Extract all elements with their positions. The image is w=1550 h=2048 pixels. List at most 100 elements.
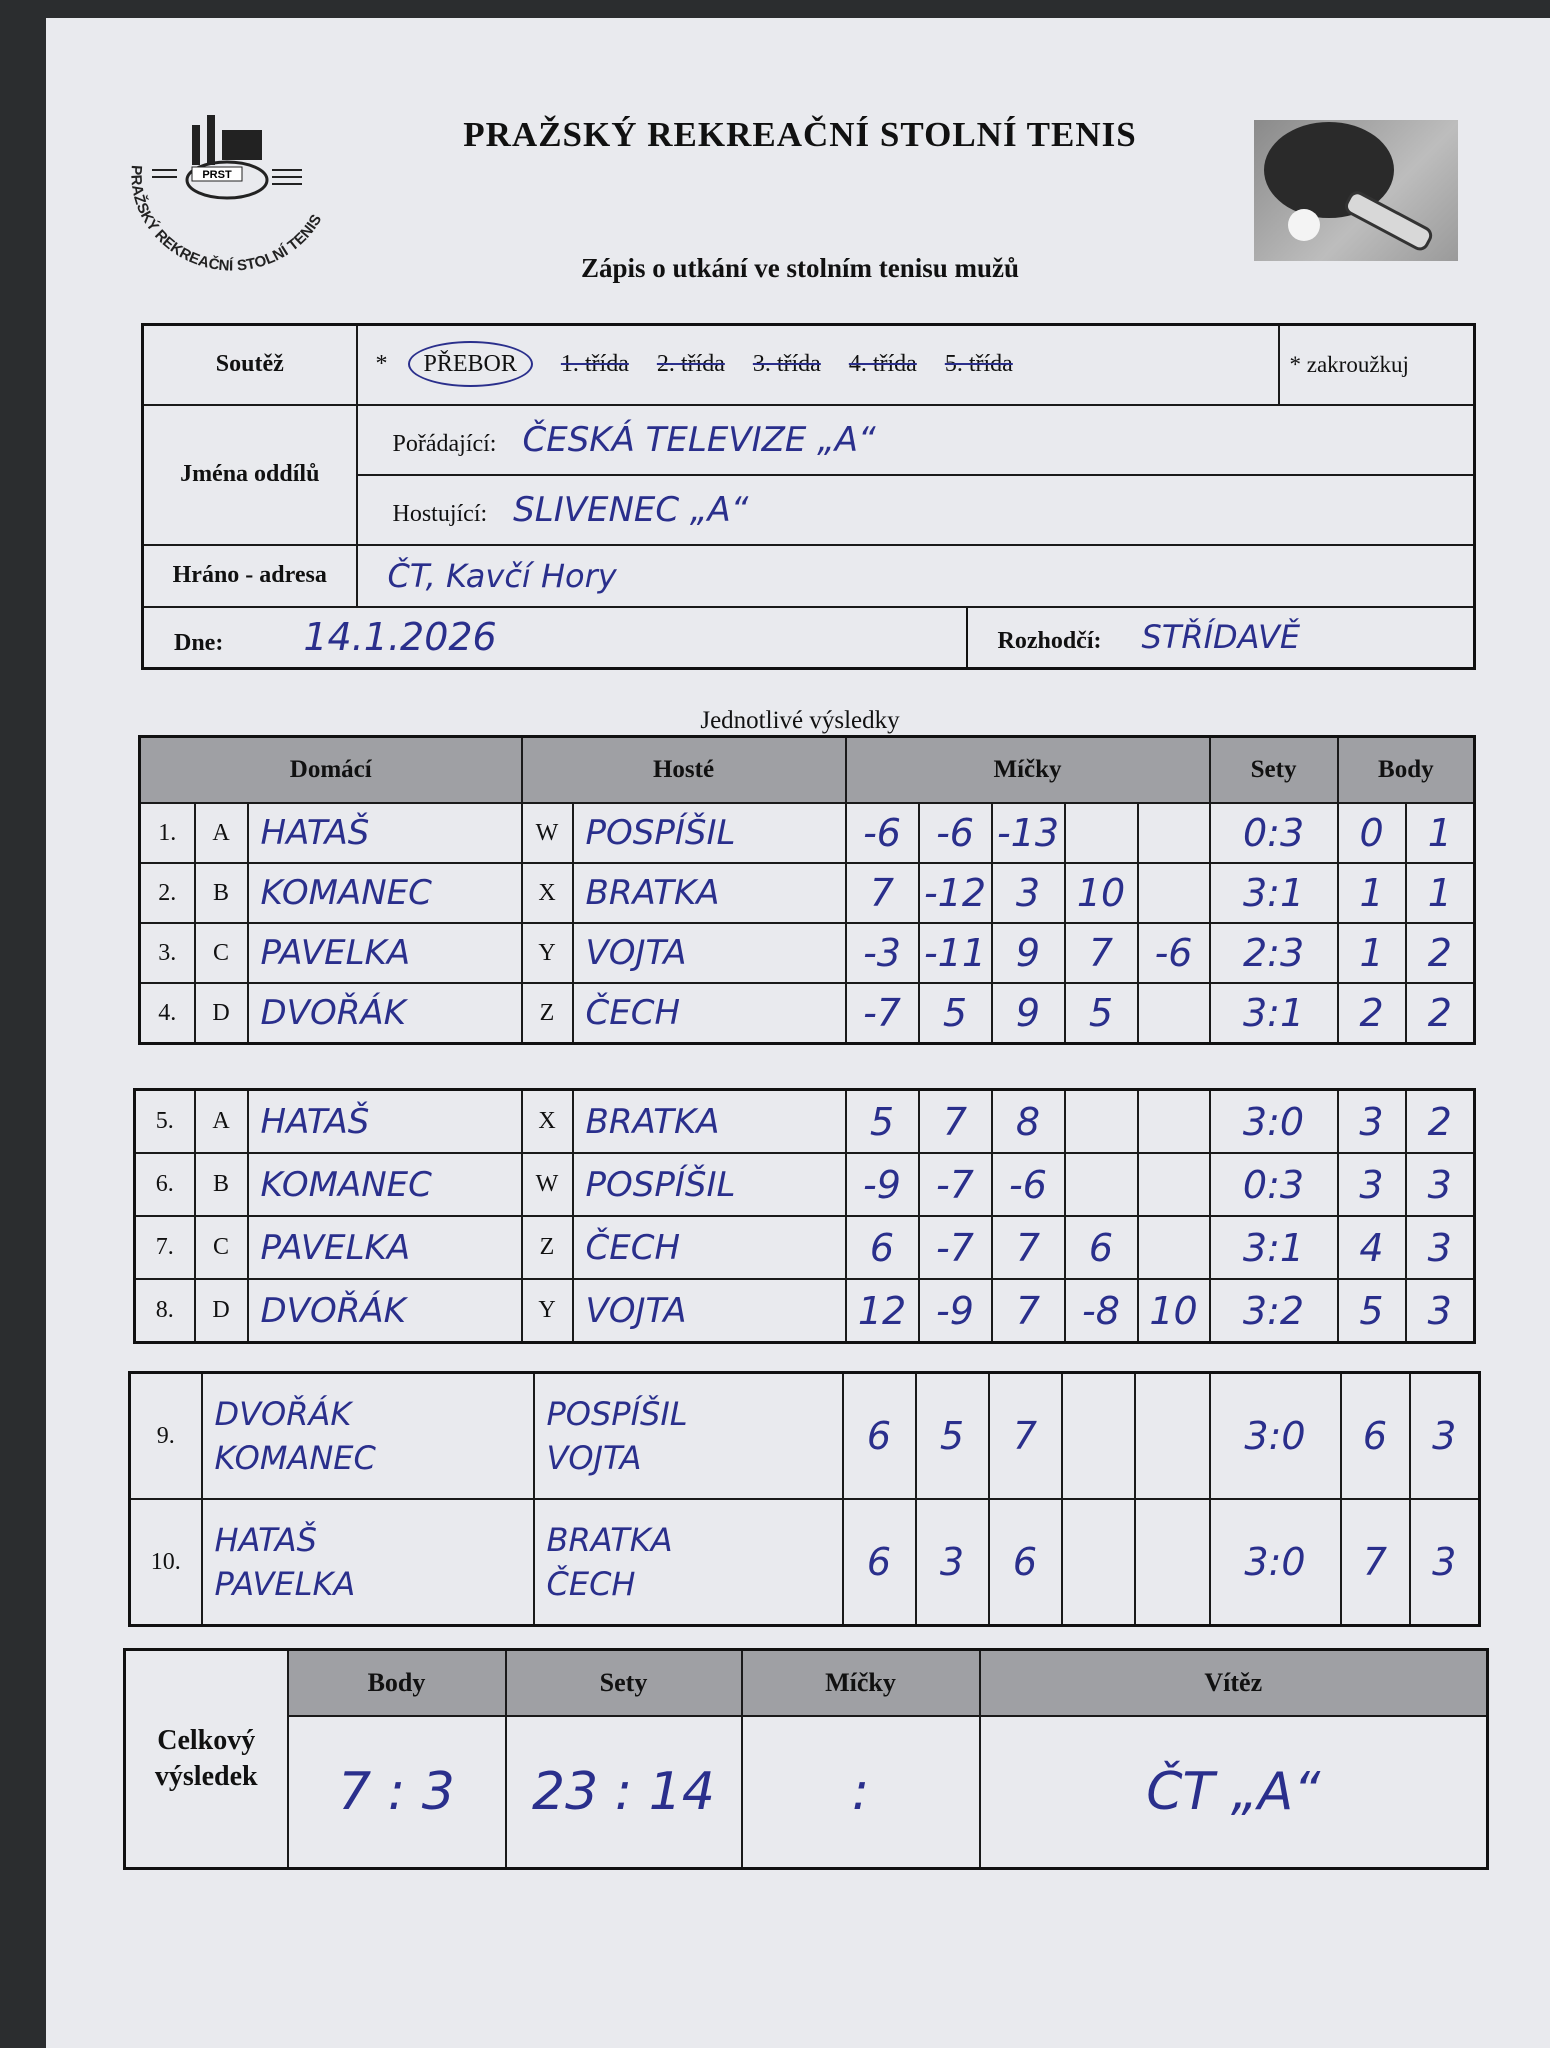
header-balls: Míčky — [844, 735, 1211, 804]
game-score — [1063, 1088, 1139, 1154]
date-label: Dne: — [174, 630, 224, 657]
sets-score: 0:3 — [1208, 1152, 1339, 1217]
game-score — [1063, 802, 1139, 864]
guest-player: BRATKA — [546, 1521, 673, 1559]
points-home: 5 — [1336, 1278, 1407, 1344]
winner-header: Vítěz — [978, 1648, 1489, 1717]
game-score: 5 — [1063, 982, 1139, 1045]
game-score: 12 — [844, 1278, 920, 1344]
game-score — [1136, 1152, 1211, 1217]
points-home: 7 — [1339, 1498, 1411, 1627]
match-row: 7. C PAVELKA Z ČECH 6 -7 7 6 3:1 4 3 — [133, 1215, 1476, 1280]
home-player: KOMANEC — [246, 1152, 523, 1217]
home-player: DVOŘÁK — [246, 982, 523, 1045]
total-label: Celkový výsledek — [123, 1648, 289, 1870]
winner: ČT „A“ — [978, 1715, 1489, 1870]
guest-player: POSPÍŠIL — [571, 802, 847, 864]
match-number: 9. — [128, 1371, 203, 1500]
game-score: -7 — [917, 1152, 993, 1217]
guest-player-letter: Z — [520, 982, 574, 1045]
sets-score: 0:3 — [1208, 802, 1339, 864]
game-score — [1136, 982, 1211, 1045]
game-score: 10 — [1063, 862, 1139, 924]
sets-score: 3:1 — [1208, 1215, 1339, 1280]
date-row: Dne: 14.1.2026 — [141, 605, 968, 670]
home-pair: DVOŘÁK KOMANEC — [200, 1371, 535, 1500]
sets-score: 3:0 — [1208, 1498, 1342, 1627]
points-guest: 3 — [1408, 1371, 1481, 1500]
venue-value: ČT, Kavčí Hory — [355, 543, 1476, 608]
game-score: 7 — [1063, 922, 1139, 984]
game-score: 8 — [990, 1088, 1066, 1154]
guest-player-letter: X — [520, 1088, 574, 1154]
match-row: 2. B KOMANEC X BRATKA 7 -12 3 10 3:1 1 1 — [138, 862, 1476, 924]
home-player: DVOŘÁK — [246, 1278, 523, 1344]
game-score: 6 — [841, 1371, 917, 1500]
guest-player: VOJTA — [571, 922, 847, 984]
referee-row: Rozhodčí: STŘÍDAVĚ — [965, 605, 1476, 670]
game-score: -6 — [990, 1152, 1066, 1217]
points-guest: 2 — [1404, 922, 1476, 984]
points-guest: 2 — [1404, 1088, 1476, 1154]
home-team-row: Pořádající: ČESKÁ TELEVIZE „A“ — [355, 403, 1476, 476]
guest-player: POSPÍŠIL — [546, 1395, 688, 1433]
sets-score: 3:2 — [1208, 1278, 1339, 1344]
game-score: -9 — [844, 1152, 920, 1217]
points-home: 0 — [1336, 802, 1407, 864]
singles-table-1: Domácí Hosté Míčky Sety Body 1. A HATAŠ W PO… — [138, 735, 1477, 1045]
doubles-row: 10. HATAŠ PAVELKA BRATKA ČECH 6 3 6 3:0 7 3 — [128, 1498, 1481, 1627]
points-guest: 3 — [1408, 1498, 1481, 1627]
game-score: -7 — [844, 982, 920, 1045]
match-row: 5. A HATAŠ X BRATKA 5 7 8 3:0 3 2 — [133, 1088, 1476, 1154]
match-number: 3. — [138, 922, 196, 984]
home-player-letter: A — [193, 802, 249, 864]
home-player: PAVELKA — [214, 1565, 356, 1603]
guest-player: ČECH — [571, 982, 847, 1045]
game-score: 6 — [841, 1498, 917, 1627]
game-score: -11 — [917, 922, 993, 984]
total-result-table: Celkový výsledek Body Sety Míčky Vítěz 7… — [123, 1648, 1489, 1870]
guest-player-letter: Y — [520, 1278, 574, 1344]
game-score: -13 — [990, 802, 1066, 864]
header-points: Body — [1336, 735, 1476, 804]
venue-label: Hráno - adresa — [141, 543, 358, 608]
referee-label: Rozhodčí: — [997, 628, 1102, 655]
game-score: 9 — [990, 922, 1066, 984]
home-player: PAVELKA — [246, 1215, 523, 1280]
points-guest: 1 — [1404, 862, 1476, 924]
asterisk: * — [375, 351, 388, 378]
total-balls-header: Míčky — [740, 1648, 981, 1717]
total-sets-header: Sety — [504, 1648, 743, 1717]
document-subtitle: Zápis o utkání ve stolním tenisu mužů — [580, 253, 1020, 283]
game-score: 5 — [917, 982, 993, 1045]
game-score: 6 — [844, 1215, 920, 1280]
competition-class-1: 1. třída — [560, 351, 629, 378]
match-number: 4. — [138, 982, 196, 1045]
home-team-label: Pořádající: — [392, 430, 497, 457]
game-score: -9 — [917, 1278, 993, 1344]
game-score: -6 — [1136, 922, 1211, 984]
sets-score: 3:1 — [1208, 862, 1339, 924]
header-guest: Hosté — [520, 735, 847, 804]
match-number: 8. — [133, 1278, 196, 1344]
match-row: 3. C PAVELKA Y VOJTA -3 -11 9 7 -6 2:3 1 2 — [138, 922, 1476, 984]
game-score — [1136, 1088, 1211, 1154]
home-player-letter: C — [193, 1215, 249, 1280]
points-guest: 1 — [1404, 802, 1476, 864]
game-score: 7 — [917, 1088, 993, 1154]
total-points: 7 : 3 — [286, 1715, 507, 1870]
team-names-label: Jména oddílů — [141, 403, 358, 546]
match-number: 2. — [138, 862, 196, 924]
points-guest: 3 — [1404, 1152, 1476, 1217]
header-sets: Sety — [1208, 735, 1339, 804]
sets-score: 3:0 — [1208, 1088, 1339, 1154]
home-player-letter: C — [193, 922, 249, 984]
guest-player: BRATKA — [571, 1088, 847, 1154]
svg-text:PRST: PRST — [202, 169, 232, 181]
points-home: 4 — [1336, 1215, 1407, 1280]
points-home: 1 — [1336, 922, 1407, 984]
game-score — [1060, 1371, 1136, 1500]
home-pair: HATAŠ PAVELKA — [200, 1498, 535, 1627]
competition-label: Soutěž — [141, 323, 358, 406]
points-home: 1 — [1336, 862, 1407, 924]
